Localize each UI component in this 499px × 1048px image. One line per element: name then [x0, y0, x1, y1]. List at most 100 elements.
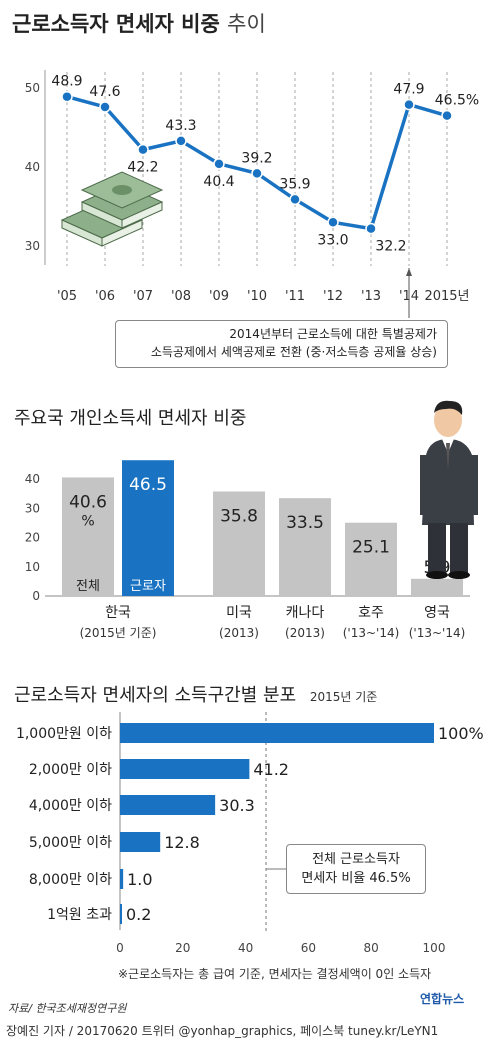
footnote: ※근로소득자는 총 급여 기준, 면세자는 결정세액이 0인 소득자 [118, 967, 432, 981]
x-tick-label: 60 [301, 941, 316, 955]
bar [120, 904, 122, 924]
bar-value-label: 46.5 [129, 475, 167, 495]
data-label: 33.0 [317, 232, 348, 248]
category-label: 2,000만 이하 [29, 762, 112, 778]
x-tick-label: '09 [209, 289, 229, 304]
y-tick-label: 10 [25, 560, 40, 574]
bar-value-label: 30.3 [219, 796, 255, 815]
bar-value-label: 41.2 [253, 760, 289, 779]
data-point [251, 167, 263, 180]
bar [279, 498, 331, 596]
category-sub-label: (2013) [285, 626, 325, 640]
source: 자료/ 한국조세재정연구원 [8, 1002, 127, 1015]
category-label: 한국 [105, 605, 131, 621]
credit-line: 장예진 기자 / 20170620 트위터 @yonhap_graphics, … [6, 1024, 439, 1038]
callout-arrowhead [406, 268, 412, 276]
money-stack-icon [60, 171, 164, 247]
bar [120, 723, 434, 743]
category-label: 영국 [424, 605, 450, 621]
category-sub-label: (2015년 기준) [80, 626, 157, 640]
overall-ratio-callout: 전체 근로소득자 면세자 비율 46.5% [286, 844, 426, 894]
data-label: 46.5% [435, 93, 479, 109]
bar [120, 869, 124, 889]
data-point [289, 193, 301, 206]
section3-title: 근로소득자 면세자의 소득구간별 분포 2015년 기준 [14, 685, 378, 706]
x-tick-label: '07 [133, 289, 153, 304]
y-tick-label: 30 [25, 239, 40, 253]
bar [411, 578, 463, 596]
data-label: 42.2 [127, 160, 158, 176]
series-name-label: 근로자 [130, 579, 166, 594]
data-label: 47.9 [393, 82, 424, 98]
data-point [61, 90, 73, 103]
bar [213, 491, 265, 596]
category-label: 호주 [358, 605, 384, 621]
y-tick-label: 20 [25, 531, 40, 545]
bar-value-label: 1.0 [127, 870, 152, 889]
data-label: 47.6 [89, 84, 120, 100]
bar [120, 795, 216, 815]
category-label: 미국 [226, 605, 252, 621]
category-sub-label: ('13~'14) [409, 626, 466, 640]
data-point [99, 101, 111, 113]
data-label: 48.9 [51, 74, 82, 90]
x-tick-label: '08 [171, 289, 191, 304]
category-sub-label: (2013) [219, 626, 259, 640]
bar-value-label: 25.1 [352, 538, 390, 558]
category-label: 4,000만 이하 [29, 798, 112, 814]
bar-chart: 01020304040.6%전체46.5근로자35.833.525.15.9한국… [25, 460, 470, 640]
x-tick-label: 2015년 [424, 289, 469, 304]
x-tick-label: '12 [323, 289, 343, 304]
data-point [403, 98, 415, 111]
data-label: 32.2 [375, 239, 406, 255]
bar [345, 522, 397, 596]
x-tick-label: 80 [364, 941, 379, 955]
category-label: 5,000만 이하 [29, 835, 112, 851]
x-tick-label: 0 [116, 941, 124, 955]
data-point [137, 143, 149, 156]
x-tick-label: '05 [57, 289, 77, 304]
bar-value-label: 33.5 [286, 513, 324, 533]
category-label: 8,000만 이하 [29, 872, 112, 888]
bar-unit-label: % [81, 513, 94, 529]
data-point [175, 135, 187, 147]
y-tick-label: 40 [25, 160, 40, 174]
data-label: 43.3 [165, 118, 196, 134]
policy-change-callout: 2014년부터 근로소득에 대한 특별공제가 소득공제에서 세액공제로 전환 (… [115, 320, 448, 368]
x-tick-label: '11 [285, 289, 305, 304]
data-point [365, 222, 377, 235]
data-point [327, 216, 339, 229]
data-point [213, 158, 225, 170]
data-label: 35.9 [279, 176, 310, 192]
series-name-label: 전체 [76, 579, 100, 594]
category-label: 1,000만원 이하 [16, 726, 112, 742]
bar-value-label: 35.8 [220, 506, 258, 526]
x-tick-label: '10 [247, 289, 267, 304]
bar [122, 460, 174, 596]
bar-value-label: 0.2 [126, 905, 151, 924]
data-label: 40.4 [203, 174, 234, 190]
y-tick-label: 0 [32, 589, 40, 603]
bar-value-label: 40.6 [69, 492, 107, 512]
y-tick-label: 40 [25, 472, 40, 486]
horizontal-bar-chart: 1,000만원 이하 100% 2,000만 이하 41.2 4,000만 이하 30.3… [16, 712, 484, 955]
bar-value-label: 12.8 [164, 833, 200, 852]
data-point [441, 109, 453, 122]
x-tick-label: 100 [423, 941, 446, 955]
page-title: 근로소득자 면세자 비중 추이 [12, 12, 266, 36]
bar [120, 832, 161, 852]
bar [120, 759, 250, 779]
category-sub-label: ('13~'14) [343, 626, 400, 640]
bar-value-label: 100% [438, 724, 484, 743]
x-tick-label: 20 [175, 941, 190, 955]
y-tick-label: 50 [25, 81, 40, 95]
businessman-icon [420, 400, 478, 579]
x-tick-label: '06 [95, 289, 115, 304]
data-label: 39.2 [241, 150, 272, 166]
x-tick-label: '13 [361, 289, 381, 304]
category-label: 1억원 초과 [47, 907, 112, 923]
y-tick-label: 30 [25, 501, 40, 515]
section2-title: 주요국 개인소득세 면세자 비중 [14, 408, 247, 429]
